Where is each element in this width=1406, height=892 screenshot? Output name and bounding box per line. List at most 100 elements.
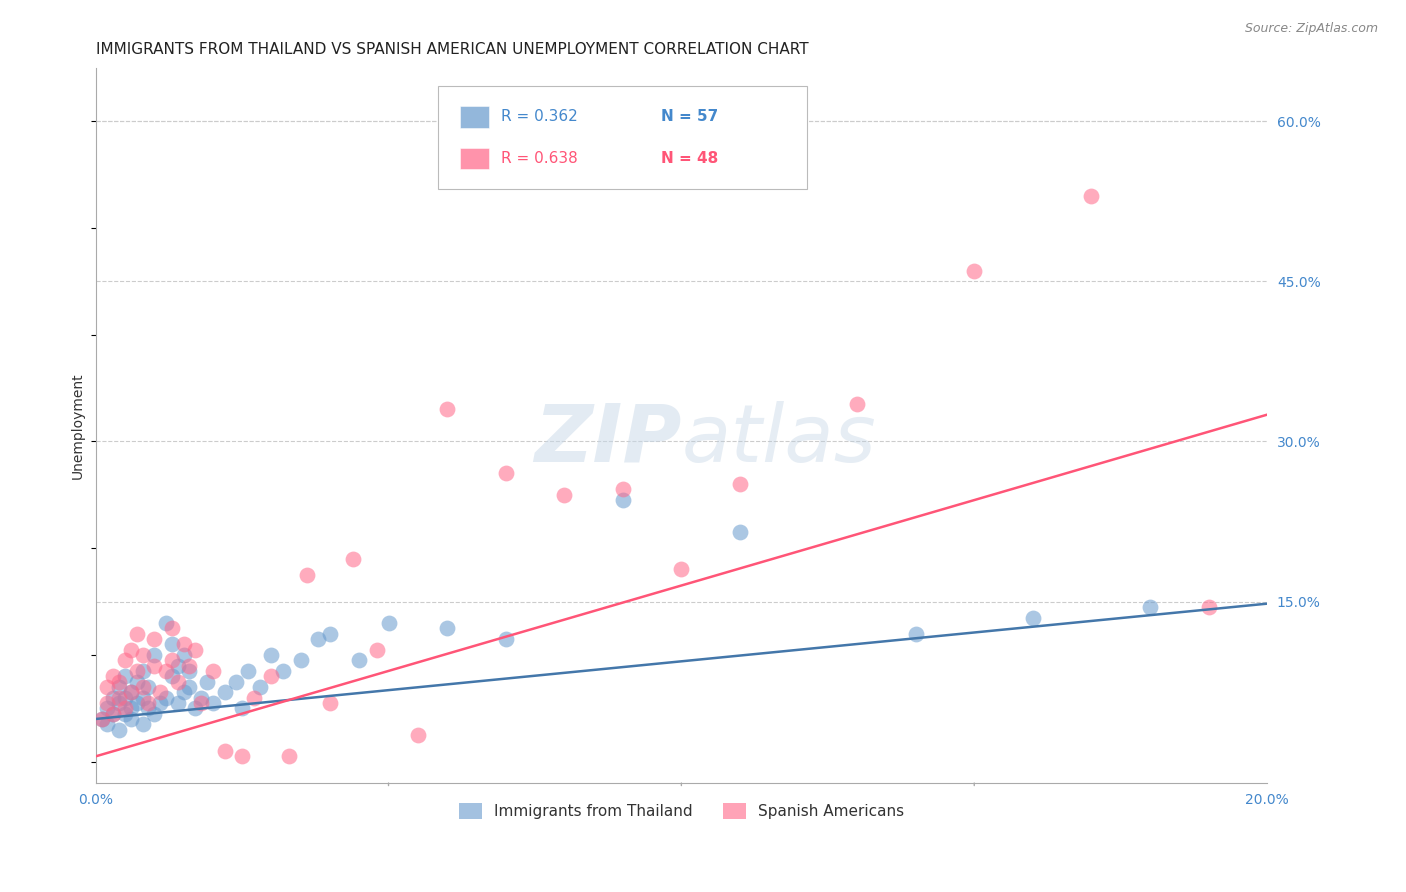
Point <box>103 706 125 721</box>
Text: N = 57: N = 57 <box>661 109 718 124</box>
Point <box>347 653 370 667</box>
Point <box>236 664 259 678</box>
Point <box>553 488 575 502</box>
Point <box>179 658 201 673</box>
Point <box>103 669 125 683</box>
Point <box>166 696 188 710</box>
Point <box>1022 610 1045 624</box>
Point <box>125 664 148 678</box>
Point <box>120 685 142 699</box>
Bar <box>460 148 489 169</box>
Point <box>260 648 283 662</box>
Point <box>342 551 364 566</box>
Point <box>184 642 207 657</box>
Point <box>214 744 236 758</box>
Point <box>138 680 160 694</box>
Point <box>160 653 183 667</box>
Point <box>108 674 131 689</box>
Point <box>155 615 177 630</box>
Point <box>160 637 183 651</box>
Point <box>612 493 634 508</box>
Point <box>131 717 153 731</box>
Point <box>231 749 253 764</box>
Point <box>138 701 160 715</box>
Text: IMMIGRANTS FROM THAILAND VS SPANISH AMERICAN UNEMPLOYMENT CORRELATION CHART: IMMIGRANTS FROM THAILAND VS SPANISH AMER… <box>96 42 808 57</box>
Point <box>166 658 188 673</box>
Point <box>1139 599 1161 614</box>
Point <box>173 685 195 699</box>
Point <box>173 648 195 662</box>
Point <box>612 483 634 497</box>
Point <box>166 674 188 689</box>
Legend: Immigrants from Thailand, Spanish Americans: Immigrants from Thailand, Spanish Americ… <box>453 797 910 825</box>
Point <box>225 674 247 689</box>
Point <box>103 706 125 721</box>
Point <box>108 680 131 694</box>
Point <box>495 632 517 646</box>
Point <box>904 626 927 640</box>
Text: R = 0.638: R = 0.638 <box>501 151 578 166</box>
Point <box>377 615 399 630</box>
Point <box>406 728 429 742</box>
Point <box>96 696 118 710</box>
Point <box>179 664 201 678</box>
Point <box>125 696 148 710</box>
Point <box>108 696 131 710</box>
Point <box>131 680 153 694</box>
Point <box>1080 188 1102 202</box>
Point <box>143 632 166 646</box>
Point <box>278 749 301 764</box>
Point <box>155 664 177 678</box>
Point <box>114 653 136 667</box>
Point <box>436 402 458 417</box>
Point <box>125 674 148 689</box>
Point <box>143 658 166 673</box>
Point <box>149 685 172 699</box>
Point <box>131 690 153 705</box>
Point <box>143 706 166 721</box>
Point <box>728 525 751 540</box>
Point <box>184 701 207 715</box>
Point <box>195 674 218 689</box>
Point <box>271 664 294 678</box>
Text: atlas: atlas <box>682 401 876 479</box>
Point <box>671 562 693 576</box>
Point <box>366 642 388 657</box>
Bar <box>460 106 489 128</box>
Point <box>1198 599 1220 614</box>
Point <box>319 626 342 640</box>
Point <box>436 621 458 635</box>
Point <box>160 669 183 683</box>
Text: Source: ZipAtlas.com: Source: ZipAtlas.com <box>1244 22 1378 36</box>
Point <box>90 712 112 726</box>
Point <box>190 690 212 705</box>
Point <box>96 701 118 715</box>
Point <box>138 696 160 710</box>
Point <box>179 680 201 694</box>
Y-axis label: Unemployment: Unemployment <box>72 372 86 479</box>
Point <box>728 477 751 491</box>
Text: ZIP: ZIP <box>534 401 682 479</box>
Point <box>243 690 266 705</box>
Point <box>90 712 112 726</box>
Point <box>114 690 136 705</box>
Point <box>201 696 224 710</box>
Point <box>131 648 153 662</box>
Point <box>96 680 118 694</box>
Point <box>963 263 986 277</box>
Point <box>155 690 177 705</box>
Point <box>173 637 195 651</box>
Point <box>307 632 329 646</box>
FancyBboxPatch shape <box>437 86 807 189</box>
Point <box>295 567 318 582</box>
Point <box>846 397 869 411</box>
Point <box>319 696 342 710</box>
Point <box>131 664 153 678</box>
Point <box>160 621 183 635</box>
Point <box>249 680 271 694</box>
Point <box>290 653 312 667</box>
Point <box>231 701 253 715</box>
Point <box>214 685 236 699</box>
Point <box>103 690 125 705</box>
Point <box>120 712 142 726</box>
